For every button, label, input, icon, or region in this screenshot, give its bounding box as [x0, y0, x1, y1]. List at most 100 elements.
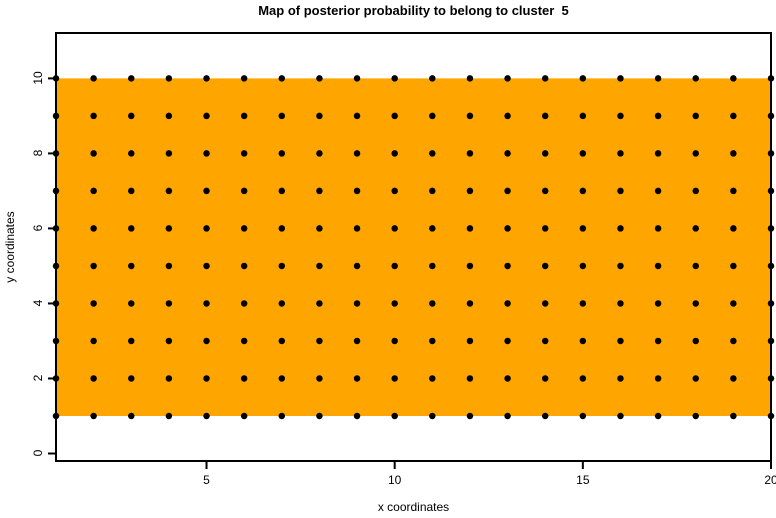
data-point — [316, 187, 323, 195]
data-point — [730, 262, 737, 270]
y-axis-label: y coordinates — [3, 211, 17, 283]
data-point — [466, 75, 474, 82]
data-point — [203, 412, 210, 420]
data-point — [692, 262, 699, 270]
data-point — [466, 150, 474, 157]
data-point — [504, 300, 511, 307]
data-point — [165, 150, 173, 157]
data-point — [617, 337, 624, 345]
data-point — [429, 225, 436, 232]
data-point — [316, 262, 323, 270]
data-point — [579, 412, 587, 420]
data-point — [90, 337, 97, 345]
y-tick-label: 2 — [31, 375, 45, 382]
data-point — [617, 300, 624, 307]
data-point — [316, 225, 323, 232]
data-point — [429, 375, 436, 382]
data-point — [90, 300, 97, 307]
data-point — [466, 375, 474, 382]
data-point — [579, 112, 587, 120]
data-point — [165, 187, 173, 195]
data-point — [504, 225, 511, 232]
data-point — [429, 412, 436, 420]
data-point — [391, 112, 398, 120]
data-point — [654, 375, 662, 382]
data-point — [579, 300, 587, 307]
data-point — [692, 187, 699, 195]
data-point — [466, 225, 474, 232]
data-point — [579, 150, 587, 157]
data-point — [203, 225, 210, 232]
data-point — [579, 225, 587, 232]
data-point — [353, 112, 361, 120]
data-point — [240, 225, 248, 232]
data-point — [504, 262, 511, 270]
data-point — [654, 75, 662, 82]
data-point — [730, 375, 737, 382]
data-point — [541, 150, 549, 157]
data-point — [504, 150, 511, 157]
data-point — [617, 375, 624, 382]
y-tick-label: 8 — [31, 150, 45, 157]
data-point — [579, 375, 587, 382]
data-point — [391, 412, 398, 420]
data-point — [466, 187, 474, 195]
y-tick-label: 6 — [31, 225, 45, 232]
data-point — [692, 75, 699, 82]
data-point — [730, 112, 737, 120]
data-point — [692, 112, 699, 120]
chart-title: Map of posterior probability to belong t… — [258, 3, 569, 18]
data-point — [541, 375, 549, 382]
data-point — [165, 75, 173, 82]
data-point — [541, 225, 549, 232]
data-point — [278, 300, 286, 307]
data-point — [466, 262, 474, 270]
data-point — [278, 112, 286, 120]
data-point — [203, 112, 210, 120]
data-point — [165, 375, 173, 382]
data-point — [316, 412, 323, 420]
data-point — [541, 337, 549, 345]
data-point — [278, 225, 286, 232]
data-point — [203, 337, 210, 345]
data-point — [391, 75, 398, 82]
data-point — [203, 75, 210, 82]
y-tick-label: 10 — [31, 71, 45, 86]
data-point — [654, 187, 662, 195]
data-point — [617, 75, 624, 82]
data-point — [128, 337, 135, 345]
data-point — [240, 412, 248, 420]
data-point — [617, 150, 624, 157]
data-point — [90, 112, 97, 120]
data-point — [504, 75, 511, 82]
data-point — [654, 337, 662, 345]
data-point — [541, 187, 549, 195]
data-point — [391, 225, 398, 232]
data-point — [654, 225, 662, 232]
data-point — [579, 337, 587, 345]
data-point — [617, 225, 624, 232]
data-point — [579, 187, 587, 195]
data-point — [429, 112, 436, 120]
data-point — [730, 337, 737, 345]
data-point — [654, 300, 662, 307]
data-point — [579, 262, 587, 270]
data-point — [128, 225, 135, 232]
data-point — [353, 225, 361, 232]
data-point — [90, 375, 97, 382]
data-point — [617, 412, 624, 420]
data-point — [654, 112, 662, 120]
plot-box — [55, 32, 772, 462]
data-point — [278, 75, 286, 82]
data-point — [90, 75, 97, 82]
x-tick-label: 15 — [576, 473, 590, 487]
data-point — [730, 75, 737, 82]
data-point — [240, 300, 248, 307]
data-point — [466, 112, 474, 120]
data-point — [541, 112, 549, 120]
data-point — [429, 187, 436, 195]
data-point — [240, 75, 248, 82]
data-point — [541, 75, 549, 82]
